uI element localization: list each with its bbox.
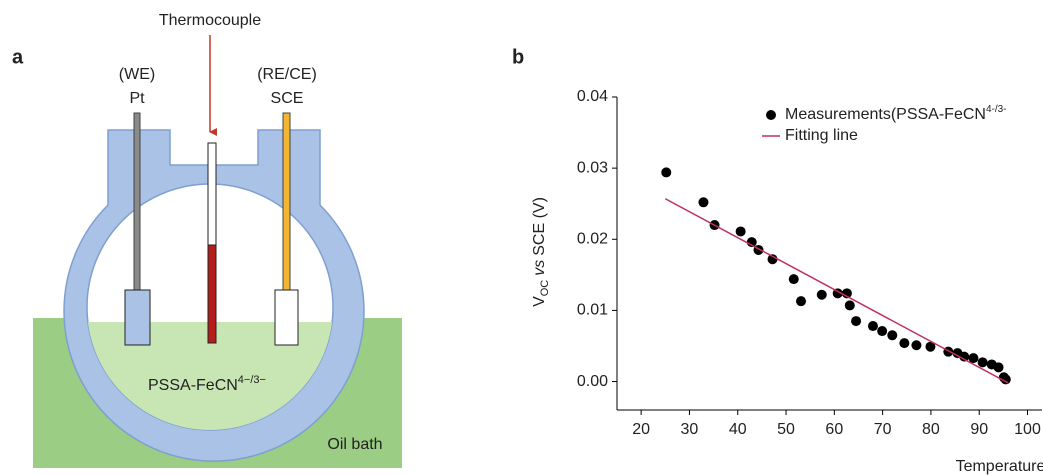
panel-b: b Temperature (°C) VOC vs SCE (V) 0.00 0.01… xyxy=(512,46,1043,475)
x-tick-label: 80 xyxy=(922,421,940,438)
point xyxy=(735,226,746,237)
x-tick-label: 50 xyxy=(777,421,795,438)
fit-line xyxy=(664,198,1009,384)
legend-label: Fitting line xyxy=(785,127,858,144)
thermocouple-fill xyxy=(207,244,217,344)
label: SCE xyxy=(271,90,304,107)
x-tick-label: 20 xyxy=(632,421,650,438)
x-tick-label: 70 xyxy=(874,421,892,438)
point xyxy=(816,289,827,300)
label: Thermocouple xyxy=(159,12,261,29)
panel-label: b xyxy=(512,46,524,68)
y-tick-label: 0.04 xyxy=(577,88,608,105)
point xyxy=(968,353,979,364)
y-tick-label: 0.01 xyxy=(577,302,608,319)
legend-name: Fitting line xyxy=(785,127,858,144)
point xyxy=(851,316,862,327)
point xyxy=(959,351,970,362)
y-label-main: V xyxy=(531,296,548,307)
point xyxy=(767,254,778,265)
point xyxy=(1000,374,1011,385)
point xyxy=(993,362,1004,373)
y-tick-label: 0.03 xyxy=(577,159,608,176)
legend-label: Measurements(PSSA-FeCN4-/3- xyxy=(785,104,1007,124)
y-axis-label: VOC vs SCE (V) xyxy=(531,197,551,307)
point xyxy=(977,357,988,368)
label: (RE/CE) xyxy=(257,66,317,83)
point xyxy=(796,296,807,307)
point xyxy=(887,330,898,341)
pt-holder xyxy=(124,289,151,346)
y-tick-label: 0.00 xyxy=(577,373,608,390)
label-sup: 4−/3− xyxy=(238,374,266,386)
label: PSSA-FeCN4−/3− xyxy=(148,374,266,394)
point xyxy=(911,340,922,351)
y-label-sub: OC xyxy=(539,280,551,297)
x-tick-label: 100 xyxy=(1014,421,1041,438)
sce-holder xyxy=(274,289,299,346)
legend-marker xyxy=(766,110,776,120)
label-main: PSSA-FeCN xyxy=(148,377,238,394)
point xyxy=(867,321,878,332)
point xyxy=(661,167,672,178)
panel-label: a xyxy=(12,46,24,68)
point xyxy=(899,338,910,349)
y-label-rest: SCE (V) xyxy=(531,197,548,256)
point xyxy=(788,274,799,285)
point xyxy=(925,341,936,352)
y-tick-label: 0.02 xyxy=(577,230,608,247)
point xyxy=(698,197,709,208)
legend-sup: 4-/3- xyxy=(986,104,1007,115)
point xyxy=(841,288,852,299)
y-label-italic: vs xyxy=(531,260,548,276)
label: Oil bath xyxy=(327,436,382,453)
x-tick-label: 30 xyxy=(681,421,699,438)
x-tick-label: 40 xyxy=(729,421,747,438)
point xyxy=(877,326,888,337)
label: (WE) xyxy=(119,66,155,83)
legend-name: Measurements(PSSA-FeCN xyxy=(785,106,986,123)
sce-electrode xyxy=(282,112,291,314)
x-tick-label: 60 xyxy=(825,421,843,438)
panel-a: a Thermocouple (WE) Pt (RE/CE) SCE PSSA-… xyxy=(12,12,402,468)
point xyxy=(844,300,855,311)
x-axis-label: Temperature (°C) xyxy=(956,458,1043,475)
pt-electrode xyxy=(133,112,141,292)
x-tick-label: 90 xyxy=(970,421,988,438)
label: Pt xyxy=(129,90,145,107)
